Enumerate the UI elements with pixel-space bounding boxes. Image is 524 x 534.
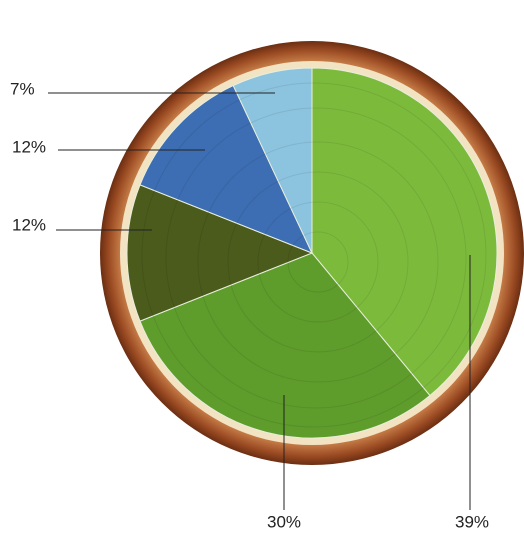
data-label: 7% <box>10 79 35 98</box>
pie-slice <box>232 67 313 254</box>
pie-slice <box>311 67 498 397</box>
data-label: 12% <box>12 215 46 234</box>
tree-rings <box>141 82 487 428</box>
data-label: 39% <box>455 512 489 531</box>
data-label: 12% <box>12 137 46 156</box>
data-label: 30% <box>267 512 301 531</box>
pie-slice <box>139 252 431 439</box>
pie-slice <box>126 184 314 322</box>
pie-slice <box>139 84 313 254</box>
